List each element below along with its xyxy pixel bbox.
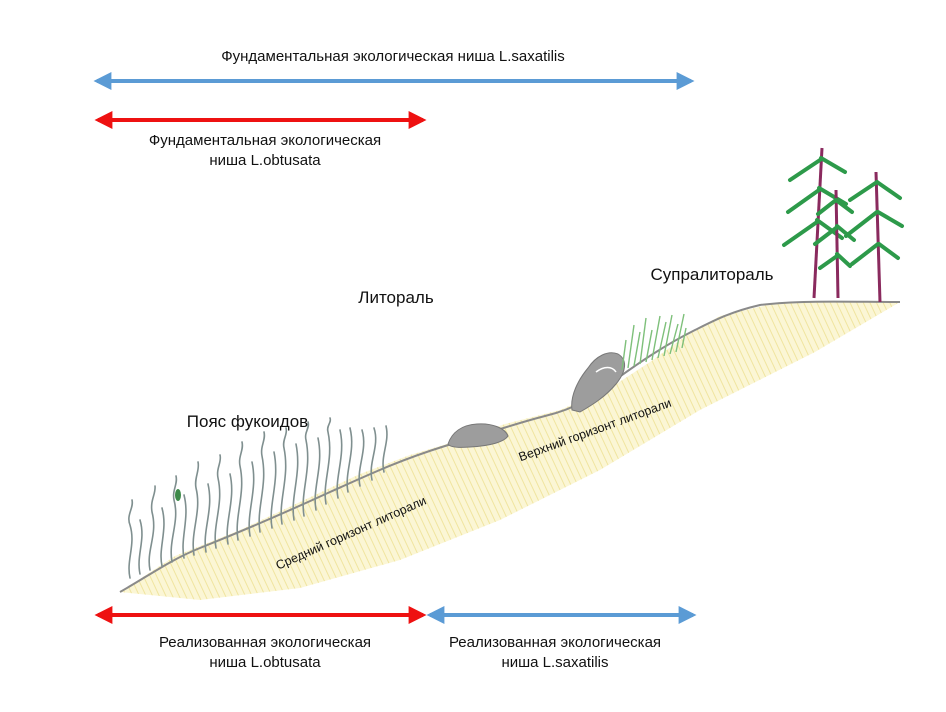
obtusata-realized-niche-label: Реализованная экологическая ниша L.obtus… [158,634,372,671]
obtusata-fundamental-niche-label: Фундаментальная экологическая ниша L.obt… [148,132,382,169]
grass-icon [621,313,687,371]
tree-icon [813,189,856,299]
supralittoral-label: Супралитораль [650,265,774,284]
tree-icon [782,147,848,299]
rock-icon [595,366,617,373]
seaweed-icon [175,489,181,501]
rock-icon [447,423,509,448]
fucoid-belt-label: Пояс фукоидов [186,412,309,431]
shore-line [119,300,901,593]
tree-icon [844,171,904,303]
seaweed-icon [128,417,388,579]
shore-fill [120,302,900,600]
saxatilis-realized-niche-label: Реализованная экологическая ниша L.saxat… [448,634,662,671]
littoral-label: Литораль [358,288,434,307]
saxatilis-fundamental-niche-label: Фундаментальная экологическая ниша L.sax… [221,48,565,65]
